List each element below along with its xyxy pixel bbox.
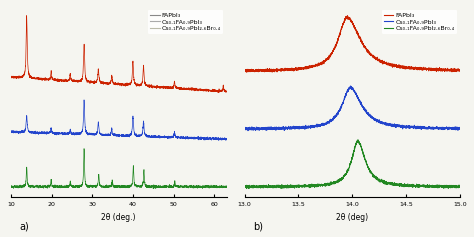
Legend: FAPbI₃, Cs₀.₁FA₀.₉PbI₃, Cs₀.₁FA₀.₉PbI₂.₆Br₀.₄: FAPbI₃, Cs₀.₁FA₀.₉PbI₃, Cs₀.₁FA₀.₉PbI₂.₆…: [148, 10, 223, 34]
X-axis label: 2θ (deg.): 2θ (deg.): [101, 213, 136, 222]
Legend: FAPbI₃, Cs₀.₁FA₀.₉PbI₃, Cs₀.₁FA₀.₉PbI₂.₆Br₀.₄: FAPbI₃, Cs₀.₁FA₀.₉PbI₃, Cs₀.₁FA₀.₉PbI₂.₆…: [382, 10, 457, 34]
Text: b): b): [253, 221, 263, 232]
Text: a): a): [19, 221, 29, 232]
X-axis label: 2θ (deg): 2θ (deg): [337, 213, 368, 222]
